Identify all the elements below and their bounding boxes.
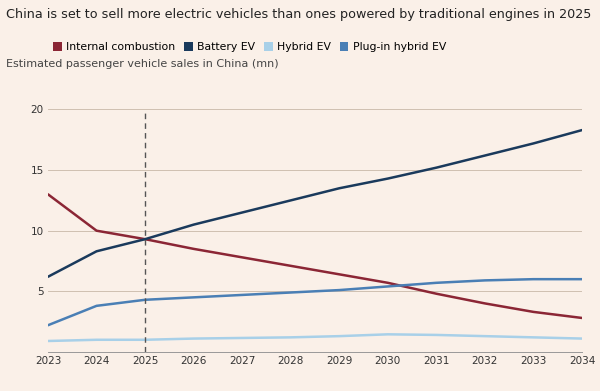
Text: China is set to sell more electric vehicles than ones powered by traditional eng: China is set to sell more electric vehic… xyxy=(6,8,592,21)
Text: Estimated passenger vehicle sales in China (mn): Estimated passenger vehicle sales in Chi… xyxy=(6,59,278,69)
Legend: Internal combustion, Battery EV, Hybrid EV, Plug-in hybrid EV: Internal combustion, Battery EV, Hybrid … xyxy=(53,42,446,52)
